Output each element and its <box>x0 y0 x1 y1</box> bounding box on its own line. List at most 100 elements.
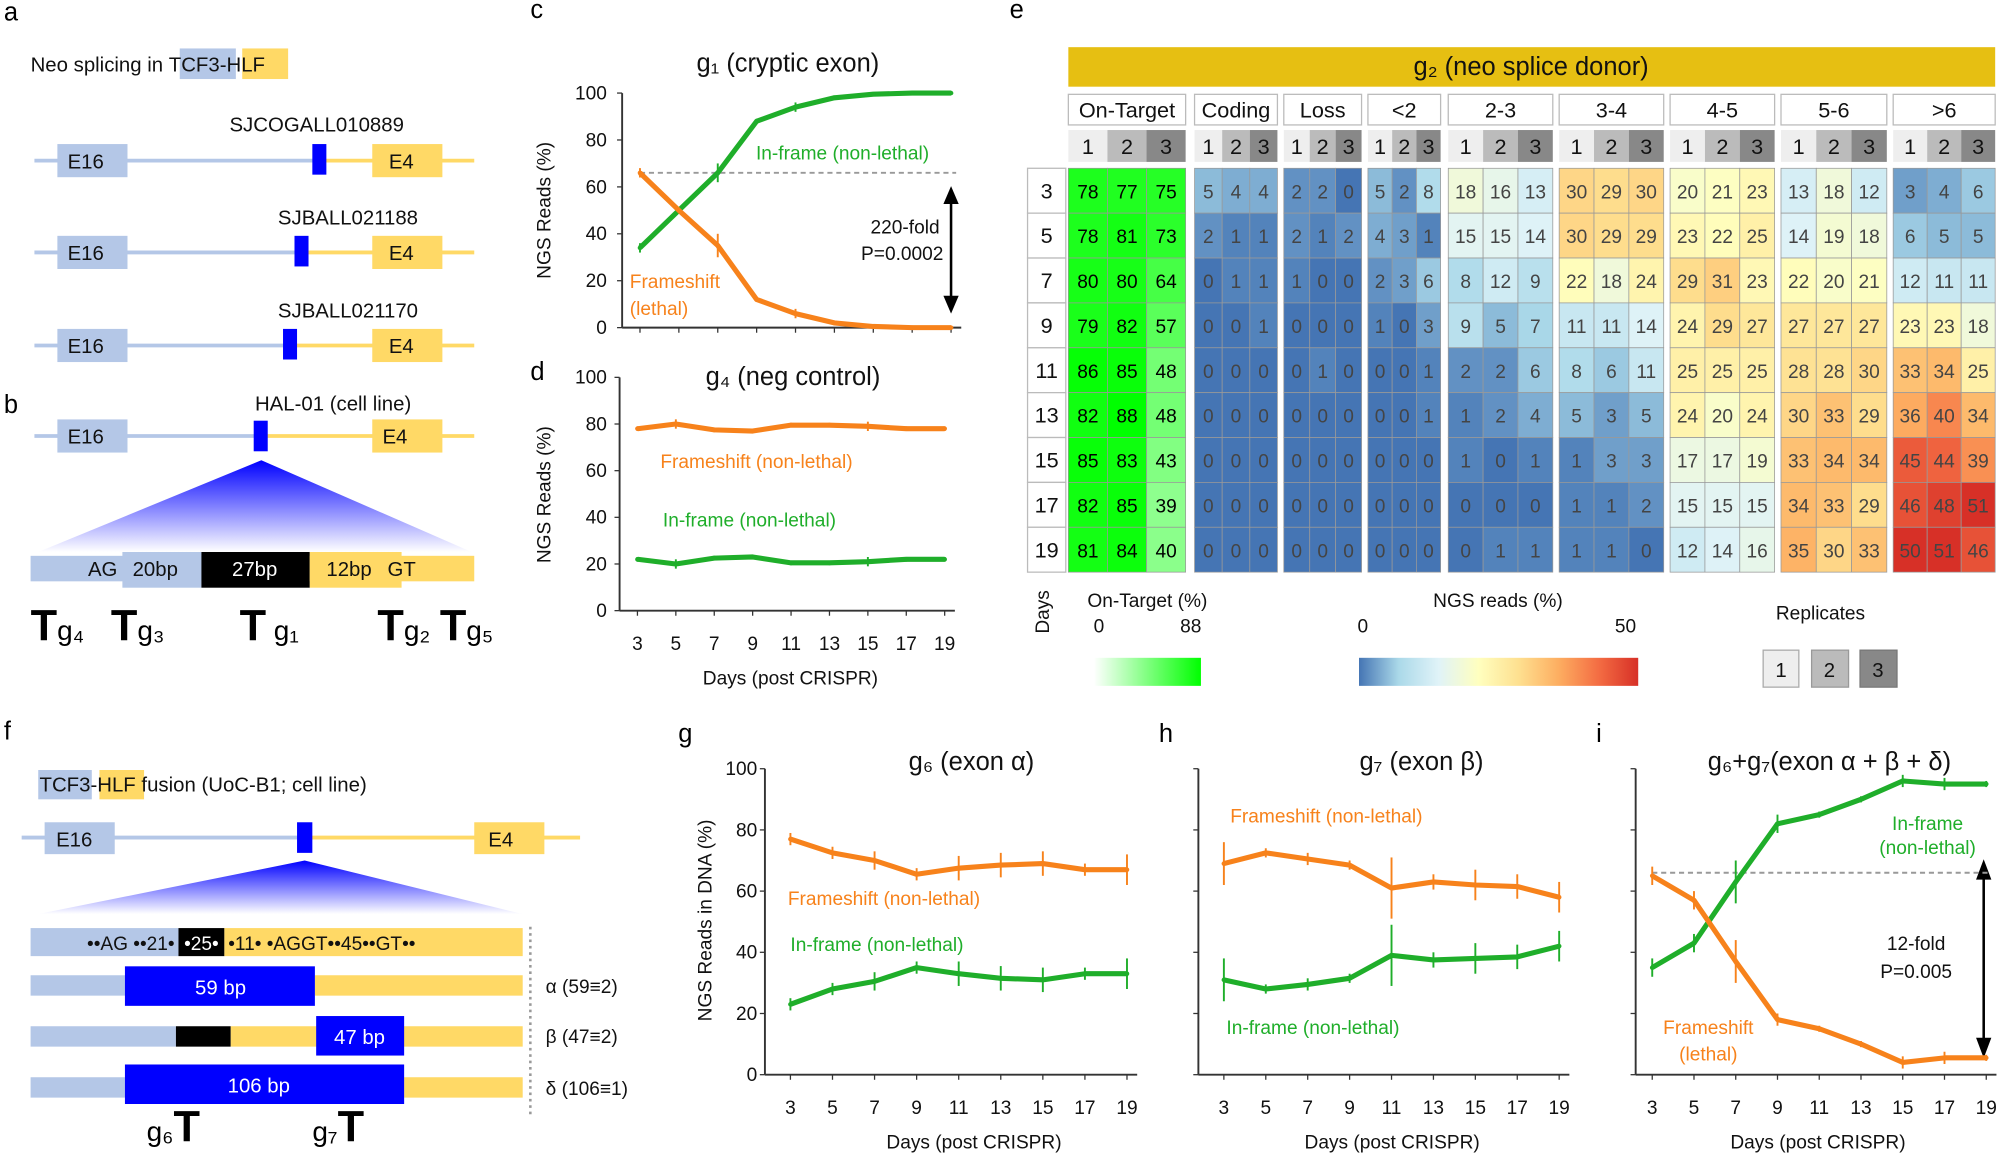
replicate-swatch-3 <box>1859 649 1898 688</box>
row-label: 19 <box>1035 537 1059 562</box>
heatmap-cell-value: 3 <box>1641 452 1652 473</box>
heatmap-cell-value: 34 <box>1968 407 1990 428</box>
heatmap-cell-value: 1 <box>1231 227 1242 248</box>
exon-e16-label: E16 <box>68 243 104 265</box>
neo-exon <box>294 235 309 267</box>
heatmap-cell <box>1780 257 1817 304</box>
heatmap-cell-value: 0 <box>1495 496 1506 517</box>
heatmap-cell-value: 1 <box>1571 541 1582 562</box>
data-point <box>909 90 915 96</box>
panel-label-g: g <box>678 720 692 748</box>
heatmap-cell <box>1892 392 1928 438</box>
heatmap-cell-value: 2 <box>1495 407 1506 428</box>
heatmap-cell <box>1669 437 1706 483</box>
heatmap-cell-value: 85 <box>1116 496 1137 517</box>
double-arrow-icon <box>1976 859 1992 1059</box>
exon-delta-size: 106 bp <box>228 1076 290 1098</box>
series-label-inframe: In-frame (non-lethal) <box>790 935 963 956</box>
heatmap-cell-value: 24 <box>1677 317 1699 338</box>
heatmap-cell <box>1067 347 1108 394</box>
heatmap-cell-value: 0 <box>1291 496 1302 517</box>
heatmap-cell-value: 22 <box>1788 272 1809 293</box>
heatmap-cell <box>1447 526 1484 573</box>
replicate-header <box>1704 130 1740 162</box>
heatmap-cell-value: 0 <box>1258 362 1269 383</box>
series-label-inframe-2: (non-lethal) <box>1879 838 1976 859</box>
column-group-header <box>1283 93 1363 126</box>
heatmap-cell-value: 0 <box>1343 452 1354 473</box>
heatmap-cell <box>1739 437 1776 483</box>
heatmap-cell-value: 2 <box>1460 362 1471 383</box>
heatmap-cell-value: 1 <box>1606 541 1617 562</box>
x-axis-label: Days (post CRISPR) <box>1305 1133 1480 1154</box>
x-tick-label: 3 <box>1647 1098 1658 1119</box>
replicate-label: 2 <box>1121 134 1133 159</box>
data-point <box>870 91 876 97</box>
heatmap-cell-value: 2 <box>1641 496 1652 517</box>
data-point <box>1816 1026 1822 1032</box>
legend-title: NGS reads (%) <box>1433 591 1563 612</box>
heatmap-cell-value: 15 <box>1747 496 1768 517</box>
heatmap-cell <box>1309 347 1337 394</box>
heatmap-cell <box>1558 167 1595 214</box>
heatmap-cell <box>1892 257 1928 304</box>
row-label-cell <box>1026 302 1067 349</box>
heatmap-cell <box>1309 302 1337 349</box>
heatmap-cell <box>1780 167 1817 214</box>
chart-g-exon-alpha: g₆ (exon α) NGS Reads in DNA (%) Days (p… <box>695 748 1137 1154</box>
heatmap-cell-value: 2 <box>1343 227 1354 248</box>
heatmap-cell-value: 9 <box>1530 272 1541 293</box>
data-point <box>830 986 835 992</box>
heatmap-cell-value: 80 <box>1077 272 1098 293</box>
zoom-wedge <box>38 460 472 553</box>
heatmap-cell <box>1146 392 1187 438</box>
data-point <box>1733 879 1739 885</box>
heatmap-cell-value: 20 <box>1823 272 1844 293</box>
heatmap-cell-value: 0 <box>1399 362 1410 383</box>
chart-title: g₆ (exon α) <box>909 748 1035 776</box>
heatmap-cell <box>1447 212 1484 259</box>
heatmap-cell-value: 45 <box>1900 452 1921 473</box>
replicate-label: 1 <box>1202 134 1214 159</box>
heatmap-cell-value: 0 <box>1530 496 1541 517</box>
data-point <box>676 208 682 213</box>
heatmap-cell-value: 0 <box>1203 317 1214 338</box>
gene-model-row-1: SJCOGALL010889 E16 E4 <box>34 114 475 178</box>
heatmap-cell <box>1416 257 1441 304</box>
heatmap-cell-value: 22 <box>1566 272 1587 293</box>
heatmap-cell <box>1194 302 1223 349</box>
row-label-cell <box>1026 392 1067 439</box>
heatmap-cell-value: 1 <box>1258 227 1269 248</box>
heatmap-cell <box>1283 302 1311 349</box>
heatmap-cell <box>1669 482 1706 528</box>
heatmap-cell-value: 34 <box>1934 362 1956 383</box>
data-point <box>788 422 794 428</box>
heatmap-cell <box>1067 526 1108 573</box>
data-point <box>1816 812 1822 817</box>
p-value-label: P=0.0002 <box>861 244 943 265</box>
heatmap-cell-value: 7 <box>1530 317 1541 338</box>
heatmap-cell-value: 0 <box>1203 496 1214 517</box>
heatmap-cell-value: 5 <box>1495 317 1506 338</box>
heatmap-cell-value: 8 <box>1423 182 1434 203</box>
heatmap-cell <box>1851 392 1888 438</box>
heatmap-cell-value: 27 <box>1823 317 1844 338</box>
heatmap-cell-value: 0 <box>1317 317 1328 338</box>
heatmap-cell-value: 82 <box>1116 317 1137 338</box>
panel-label-d: d <box>530 358 544 386</box>
heatmap-cell-value: 1 <box>1571 496 1582 517</box>
chart-i-combined: g₆+g₇(exon α + β + δ) Days (post CRISPR)… <box>1630 748 1997 1154</box>
heatmap-cell <box>1367 392 1393 438</box>
heatmap-cell-value: 2 <box>1375 272 1386 293</box>
heatmap-cell-value: 39 <box>1968 452 1989 473</box>
replicate-header <box>1416 130 1441 162</box>
heatmap-e: g₂ (neo splice donor) 35791113151719On-T… <box>1026 47 1996 688</box>
heatmap-cell <box>1249 212 1278 259</box>
heatmap-cell-value: 81 <box>1116 227 1137 248</box>
heatmap-cell-value: 39 <box>1155 496 1176 517</box>
heatmap-cell-value: 34 <box>1823 452 1845 473</box>
data-point <box>1514 954 1520 960</box>
column-group-label: 5-6 <box>1818 97 1849 122</box>
exon-e4-label: E4 <box>382 427 407 449</box>
replicate-1-label: 1 <box>1775 660 1786 682</box>
